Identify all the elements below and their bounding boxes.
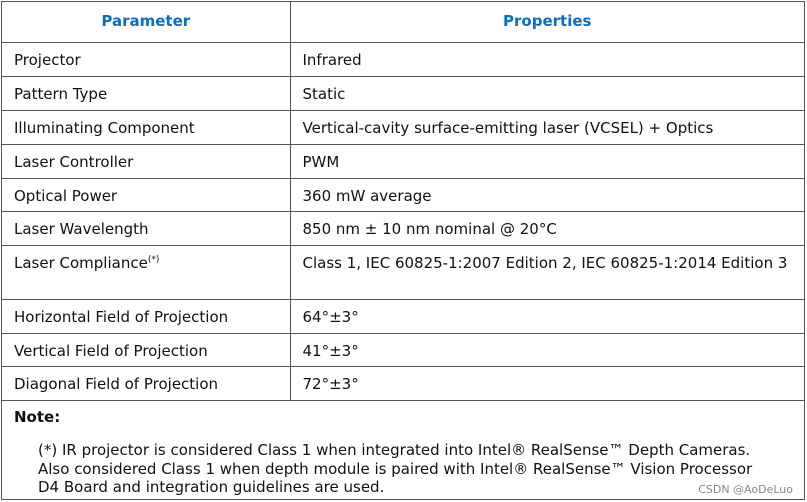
properties-cell: Vertical-cavity surface-emitting laser (…: [289, 110, 804, 145]
properties-cell: 72°±3°: [289, 366, 804, 401]
table-row: Vertical Field of Projection 41°±3°: [2, 333, 804, 367]
table-row: Laser Controller PWM: [2, 144, 804, 179]
properties-cell: 41°±3°: [289, 333, 804, 367]
header-cell: Properties: [289, 2, 804, 43]
header-cell: Parameter: [2, 2, 291, 43]
note-text: (*) IR projector is considered Class 1 w…: [38, 441, 753, 496]
table-row: Projector Infrared: [2, 42, 804, 77]
watermark: CSDN @AoDeLuo: [698, 483, 793, 496]
parameter-text: Pattern Type: [14, 85, 108, 103]
note: Note: (*) IR projector is considered Cla…: [2, 401, 804, 497]
properties-cell: Class 1, IEC 60825-1:2007 Edition 2, IEC…: [289, 245, 804, 300]
table-row: Horizontal Field of Projection 64°±3°: [2, 299, 804, 334]
table-row: Laser Compliance(*) Class 1, IEC 60825-1:…: [2, 245, 804, 300]
table-row: Pattern Type Static: [2, 76, 804, 111]
properties-cell: PWM: [289, 144, 804, 179]
parameter-cell: Optical Power: [2, 178, 291, 212]
parameter-cell: Vertical Field of Projection: [2, 333, 291, 367]
properties-cell: 360 mW average: [289, 178, 804, 212]
properties-cell: 64°±3°: [289, 299, 804, 334]
parameter-cell: Laser Compliance(*): [2, 245, 291, 300]
spec-table: Parameter Properties Projector Infrared Pa…: [2, 2, 804, 401]
parameter-text: Vertical Field of Projection: [14, 342, 208, 360]
parameter-text: Laser Compliance: [14, 254, 148, 272]
parameter-cell: Projector: [2, 42, 291, 77]
table-row: Optical Power 360 mW average: [2, 178, 804, 212]
parameter-text: Horizontal Field of Projection: [14, 308, 229, 326]
parameter-text: Laser Wavelength: [14, 220, 149, 238]
footnote-mark: (*): [147, 255, 160, 265]
properties-cell: Static: [289, 76, 804, 111]
parameter-text: Illuminating Component: [14, 119, 195, 137]
note-title: Note:: [14, 408, 61, 426]
parameter-cell: Horizontal Field of Projection: [2, 299, 291, 334]
parameter-text: Projector: [14, 51, 81, 69]
parameter-text: Optical Power: [14, 187, 118, 205]
properties-cell: 850 nm ± 10 nm nominal @ 20°C: [289, 211, 804, 246]
parameter-cell: Laser Controller: [2, 144, 291, 179]
parameter-cell: Laser Wavelength: [2, 211, 291, 246]
parameter-cell: Diagonal Field of Projection: [2, 366, 291, 401]
table-row: Diagonal Field of Projection 72°±3°: [2, 366, 804, 401]
header-row: Parameter Properties: [2, 2, 804, 43]
table-row: Laser Wavelength 850 nm ± 10 nm nominal @…: [2, 211, 804, 246]
parameter-text: Diagonal Field of Projection: [14, 375, 219, 393]
table-row: Illuminating Component Vertical-cavity su…: [2, 110, 804, 145]
parameter-cell: Pattern Type: [2, 76, 291, 111]
parameter-text: Laser Controller: [14, 153, 134, 171]
parameter-cell: Illuminating Component: [2, 110, 291, 145]
properties-cell: Infrared: [289, 42, 804, 77]
